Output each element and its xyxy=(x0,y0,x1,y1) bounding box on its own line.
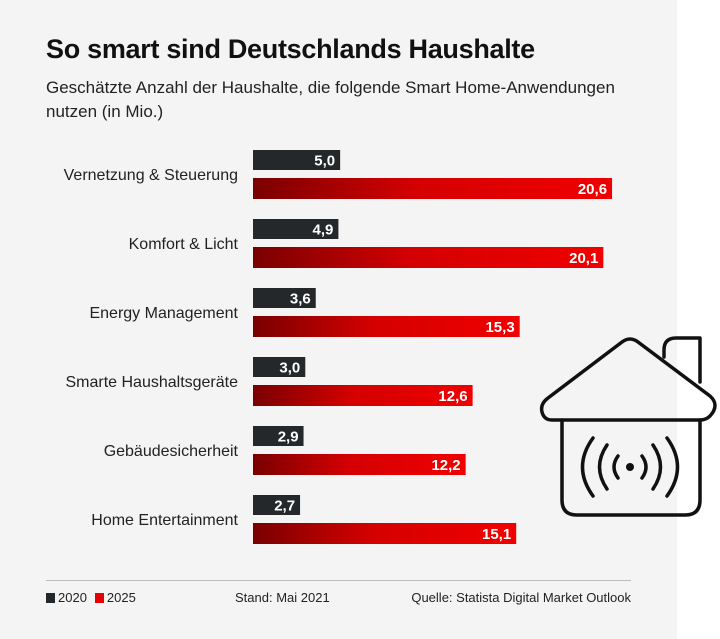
value-label-2020: 3,6 xyxy=(290,291,311,308)
category-label: Vernetzung & Steuerung xyxy=(64,167,238,184)
category-label: Energy Management xyxy=(89,305,238,322)
bar-2025 xyxy=(253,247,604,268)
source: Quelle: Statista Digital Market Outlook xyxy=(411,590,631,605)
category-label: Komfort & Licht xyxy=(129,236,239,253)
smart-home-icon xyxy=(539,336,717,517)
chart-subtitle: Geschätzte Anzahl der Haushalte, die fol… xyxy=(46,78,615,121)
value-label-2025: 15,3 xyxy=(485,319,514,336)
value-label-2020: 5,0 xyxy=(314,153,335,170)
value-label-2025: 20,6 xyxy=(578,181,607,198)
legend-label-2020: 2020 xyxy=(58,590,87,605)
value-label-2025: 12,2 xyxy=(431,457,460,474)
bar-2020 xyxy=(253,357,306,377)
bar-2020 xyxy=(253,495,301,515)
bar-2025 xyxy=(253,385,473,406)
value-label-2020: 2,7 xyxy=(274,498,295,515)
value-label-2025: 20,1 xyxy=(569,250,598,267)
value-label-2025: 15,1 xyxy=(482,526,511,543)
value-label-2020: 2,9 xyxy=(278,429,299,446)
bar-chart: Vernetzung & Steuerung 5,0 20,6 Komfort & L… xyxy=(64,150,613,544)
bar-2025 xyxy=(253,523,517,544)
category-label: Gebäudesicherheit xyxy=(104,443,239,460)
bar-2025 xyxy=(253,178,613,199)
category-label: Smarte Haushaltsgeräte xyxy=(65,374,238,391)
signal-dot xyxy=(626,463,634,471)
legend: 2020 2025 xyxy=(46,590,136,605)
value-label-2020: 3,0 xyxy=(279,360,300,377)
stand-date: Stand: Mai 2021 xyxy=(235,590,330,605)
bar-2020 xyxy=(253,288,316,308)
bar-2020 xyxy=(253,219,339,239)
bar-2020 xyxy=(253,150,341,170)
value-label-2020: 4,9 xyxy=(313,222,334,239)
legend-label-2025: 2025 xyxy=(106,590,136,605)
chart-title: So smart sind Deutschlands Haushalte xyxy=(46,34,535,64)
bar-2025 xyxy=(253,316,520,337)
bar-2025 xyxy=(253,454,466,475)
legend-swatch-2020 xyxy=(46,592,55,603)
footer-divider xyxy=(46,580,631,581)
category-label: Home Entertainment xyxy=(91,512,238,529)
value-label-2025: 12,6 xyxy=(438,388,467,405)
legend-swatch-2025 xyxy=(94,592,104,603)
bar-2020 xyxy=(253,426,304,446)
